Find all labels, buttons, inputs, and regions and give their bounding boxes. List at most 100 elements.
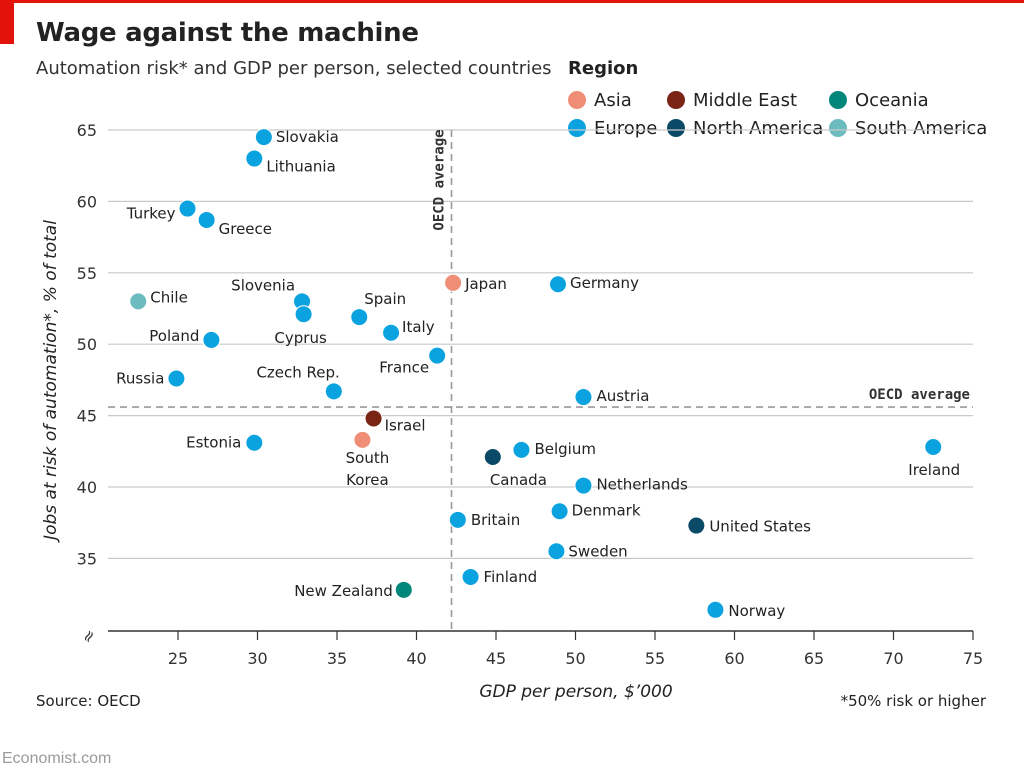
- legend-swatch: [667, 91, 685, 109]
- point-belgium: [512, 440, 531, 459]
- point-sweden: [547, 542, 566, 561]
- label-new-zealand: New Zealand: [294, 582, 393, 600]
- axes: 35 40 45 50 55 60 65 ≈25 30 35 40 45 50 55 60 65 70 75 GDP…: [41, 121, 983, 702]
- reference-lines: OECD average OECD average: [108, 129, 973, 631]
- x-tick-label: 30: [247, 649, 267, 668]
- legend-label: South America: [855, 118, 988, 139]
- label-spain: Spain: [364, 290, 406, 308]
- label-canada: Canada: [490, 471, 547, 489]
- legend-label: Europe: [594, 118, 658, 139]
- y-tick-label: 60: [77, 192, 97, 211]
- x-axis-label: GDP per person, $’000: [479, 682, 672, 702]
- point-spain: [350, 308, 369, 327]
- label-israel: Israel: [385, 416, 426, 434]
- legend-item-asia: Asia: [568, 89, 632, 113]
- y-tick-label: 50: [77, 335, 97, 354]
- label-britain: Britain: [471, 511, 520, 529]
- label-japan: Japan: [464, 275, 507, 293]
- legend-swatch: [568, 91, 586, 109]
- label-germany: Germany: [570, 274, 639, 292]
- label-south-korea: South Korea: [346, 449, 390, 489]
- x-tick-label: 70: [883, 649, 903, 668]
- point-japan: [444, 273, 463, 292]
- y-tick-label: 55: [77, 264, 97, 283]
- brand-text: Economist.com: [2, 750, 112, 767]
- legend-label: Oceania: [855, 90, 929, 111]
- label-greece: Greece: [219, 220, 272, 238]
- x-tick-label: 35: [327, 649, 347, 668]
- point-israel: [364, 409, 383, 428]
- label-sweden: Sweden: [568, 542, 627, 560]
- point-greece: [197, 210, 216, 229]
- point-finland: [461, 567, 480, 586]
- legend-item-middle-east: Middle East: [667, 89, 797, 113]
- legend-title: Region: [568, 58, 639, 79]
- label-chile: Chile: [150, 288, 188, 306]
- point-new-zealand: [394, 580, 413, 599]
- top-rule: [0, 0, 1024, 3]
- x-tick-label: 50: [565, 649, 585, 668]
- point-netherlands: [574, 476, 593, 495]
- label-austria: Austria: [596, 387, 649, 405]
- y-axis-label: Jobs at risk of automation*, % of total: [41, 220, 61, 543]
- label-slovakia: Slovakia: [276, 128, 339, 146]
- y-tick-label: 65: [77, 121, 97, 140]
- legend-swatch: [568, 119, 586, 137]
- label-czech-rep: Czech Rep.: [256, 363, 339, 381]
- label-poland: Poland: [149, 327, 199, 345]
- x-tick-label: 60: [724, 649, 744, 668]
- legend-swatch: [667, 119, 685, 137]
- axis-break-icon: ≈: [77, 626, 100, 647]
- label-belgium: Belgium: [534, 440, 596, 458]
- brand-tag: [0, 0, 14, 44]
- label-turkey: Turkey: [126, 205, 176, 223]
- oecd-average-vertical-label: OECD average: [431, 129, 447, 230]
- label-estonia: Estonia: [186, 434, 241, 452]
- x-tick-label: 40: [406, 649, 426, 668]
- point-chile: [129, 292, 148, 311]
- point-russia: [167, 369, 186, 388]
- point-france: [428, 346, 447, 365]
- source-note: Source: OECD: [36, 692, 141, 710]
- label-russia: Russia: [116, 369, 164, 387]
- legend-item-oceania: Oceania: [829, 89, 929, 113]
- point-italy: [382, 323, 401, 342]
- legend-label: Asia: [594, 90, 632, 111]
- x-tick-label: 25: [168, 649, 188, 668]
- legend-item-south-america: South America: [829, 117, 987, 141]
- grid-lines: [108, 129, 973, 560]
- y-tick-label: 45: [77, 407, 97, 426]
- label-france: France: [379, 359, 429, 377]
- point-south-korea: [353, 430, 372, 449]
- x-tick-label: 55: [645, 649, 665, 668]
- legend-swatch: [829, 119, 847, 137]
- label-norway: Norway: [728, 602, 785, 620]
- point-lithuania: [245, 149, 264, 168]
- data-points: [129, 128, 943, 619]
- label-united-states: United States: [709, 518, 811, 536]
- point-germany: [549, 275, 568, 294]
- point-turkey: [178, 199, 197, 218]
- point-britain: [448, 510, 467, 529]
- label-italy: Italy: [402, 318, 435, 336]
- label-finland: Finland: [484, 568, 538, 586]
- point-united-states: [687, 516, 706, 535]
- point-slovakia: [254, 128, 273, 147]
- label-lithuania: Lithuania: [266, 158, 335, 176]
- chart-subtitle: Automation risk* and GDP per person, sel…: [36, 58, 552, 79]
- label-slovenia: Slovenia: [231, 276, 295, 294]
- y-tick-label: 35: [77, 549, 97, 568]
- point-estonia: [245, 433, 264, 452]
- footnote: *50% risk or higher: [840, 692, 986, 710]
- point-norway: [706, 600, 725, 619]
- label-denmark: Denmark: [572, 501, 641, 519]
- x-tick-label: 45: [486, 649, 506, 668]
- label-netherlands: Netherlands: [596, 476, 688, 494]
- point-czech-rep: [324, 382, 343, 401]
- y-tick-label: 40: [77, 478, 97, 497]
- point-ireland: [924, 438, 943, 457]
- point-poland: [202, 330, 221, 349]
- point-labels: Slovakia Lithuania Turkey Greece Chile Sloven…: [116, 128, 960, 620]
- point-denmark: [550, 502, 569, 521]
- oecd-average-horizontal-label: OECD average: [869, 387, 970, 403]
